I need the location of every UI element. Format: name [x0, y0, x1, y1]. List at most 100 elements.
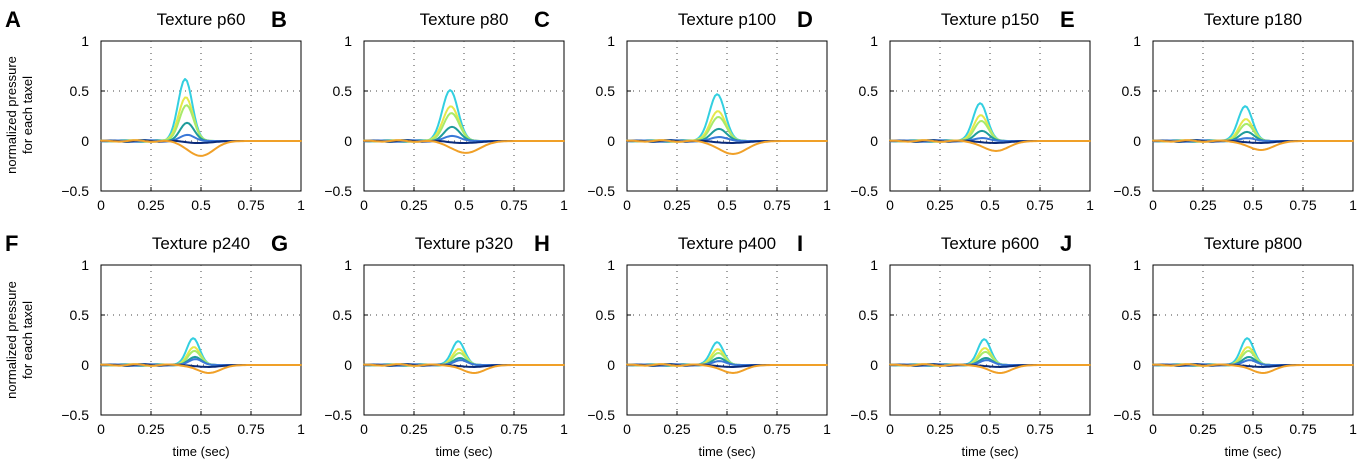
y-tick-label: 1 [607, 257, 615, 273]
plot-area [889, 40, 1091, 192]
series-line-7 [889, 363, 1091, 374]
x-tick-label: 1 [823, 421, 831, 437]
x-axis-label: time (sec) [172, 444, 229, 459]
panel-title: Texture p600 [941, 234, 1039, 253]
panel-b: 0 0.25 0.5 0.75 1 1 0.5 0 −0.5 B Texture p80 [271, 7, 568, 213]
series-line-7 [363, 139, 565, 154]
plot-area [1152, 40, 1354, 192]
y-tick-label: 1 [870, 257, 878, 273]
x-tick-label: 0.75 [237, 421, 264, 437]
panel-title: Texture p150 [941, 10, 1039, 29]
panel-letter: I [797, 231, 803, 256]
x-tick-label: 0 [97, 197, 105, 213]
plot-area [889, 264, 1091, 416]
panel-a: 0 0.25 0.5 0.75 1 1 0.5 0 −0.5 A Texture p60 [5, 7, 305, 213]
x-tick-label: 0.25 [400, 197, 427, 213]
x-tick-label: 0.5 [717, 197, 737, 213]
y-tick-label: 0 [607, 133, 615, 149]
x-tick-label: 0.5 [191, 421, 211, 437]
x-tick-label: 0 [97, 421, 105, 437]
x-axis-label: time (sec) [435, 444, 492, 459]
x-tick-label: 1 [1349, 421, 1357, 437]
x-tick-label: 0.5 [454, 421, 474, 437]
x-tick-label: 0.25 [663, 197, 690, 213]
y-tick-label: 0.5 [1122, 83, 1142, 99]
y-tick-label: −0.5 [1113, 407, 1141, 423]
y-axis-labels: normalized pressure for each taxel norma… [4, 56, 35, 399]
x-tick-label: 1 [297, 197, 305, 213]
y-tick-label: −0.5 [324, 407, 352, 423]
y-tick-label: 0.5 [333, 83, 353, 99]
x-tick-label: 1 [1086, 421, 1094, 437]
y-tick-label: −0.5 [850, 183, 878, 199]
y-axis-label-bottom-line1: normalized pressure [4, 281, 19, 399]
x-tick-label: 0 [360, 421, 368, 437]
y-tick-label: 0.5 [596, 83, 616, 99]
panel-title: Texture p320 [415, 234, 513, 253]
x-tick-label: 0 [1149, 197, 1157, 213]
y-tick-label: 1 [344, 33, 352, 49]
series-line-7 [100, 363, 302, 374]
x-axis-label: time (sec) [961, 444, 1018, 459]
x-tick-label: 0.5 [191, 197, 211, 213]
x-tick-label: 0.75 [500, 197, 527, 213]
series-line-7 [1152, 363, 1354, 374]
panel-letter: C [534, 7, 550, 32]
series-line-7 [363, 363, 565, 374]
y-tick-label: 0 [81, 133, 89, 149]
y-axis-label-bottom-line2: for each taxel [20, 301, 35, 379]
y-tick-label: 0.5 [333, 307, 353, 323]
y-tick-label: 0 [870, 357, 878, 373]
panel-letter: F [5, 231, 18, 256]
x-tick-label: 0.75 [763, 197, 790, 213]
y-tick-label: −0.5 [587, 183, 615, 199]
y-tick-label: 0 [607, 357, 615, 373]
y-tick-label: −0.5 [850, 407, 878, 423]
y-tick-label: −0.5 [587, 407, 615, 423]
y-tick-label: 0.5 [859, 83, 879, 99]
y-tick-label: 0.5 [859, 307, 879, 323]
series-line-7 [1152, 139, 1354, 151]
x-tick-label: 1 [560, 197, 568, 213]
panel-e: 0 0.25 0.5 0.75 1 1 0.5 0 −0.5 E Texture p180 [1060, 7, 1357, 213]
x-tick-label: 0.5 [717, 421, 737, 437]
panel-g: 0 0.25 0.5 0.75 1 1 0.5 0 −0.5 G Texture p320 time … [271, 231, 568, 459]
panel-title: Texture p60 [157, 10, 246, 29]
x-tick-label: 0.5 [980, 421, 1000, 437]
x-tick-label: 0.75 [1289, 421, 1316, 437]
plot-area [1152, 264, 1354, 416]
y-tick-label: 0.5 [1122, 307, 1142, 323]
y-tick-label: 0 [870, 133, 878, 149]
panel-d: 0 0.25 0.5 0.75 1 1 0.5 0 −0.5 D Texture p150 [797, 7, 1094, 213]
series-line-7 [626, 363, 828, 374]
x-tick-label: 0.25 [926, 197, 953, 213]
plot-area [626, 264, 828, 416]
panel-h: 0 0.25 0.5 0.75 1 1 0.5 0 −0.5 H Texture p400 time … [534, 231, 831, 459]
y-tick-label: −0.5 [61, 183, 89, 199]
x-tick-label: 0 [623, 197, 631, 213]
x-tick-label: 0.75 [1289, 197, 1316, 213]
panel-i: 0 0.25 0.5 0.75 1 1 0.5 0 −0.5 I Texture p600 time … [797, 231, 1094, 459]
plot-area [100, 40, 302, 192]
y-tick-label: 1 [81, 257, 89, 273]
plot-area [100, 264, 302, 416]
plot-area [626, 40, 828, 192]
x-tick-label: 0.25 [1189, 421, 1216, 437]
series-line-7 [100, 139, 302, 157]
y-tick-label: 0.5 [70, 83, 90, 99]
panel-letter: B [271, 7, 287, 32]
plot-area [363, 264, 565, 416]
y-tick-label: 0 [81, 357, 89, 373]
y-axis-label-top-line1: normalized pressure [4, 56, 19, 174]
x-tick-label: 0 [886, 197, 894, 213]
panel-f: 0 0.25 0.5 0.75 1 1 0.5 0 −0.5 F Texture p240 time … [5, 231, 305, 459]
panel-c: 0 0.25 0.5 0.75 1 1 0.5 0 −0.5 C Texture p100 [534, 7, 831, 213]
panel-letter: E [1060, 7, 1075, 32]
panel-letter: J [1060, 231, 1072, 256]
panel-letter: D [797, 7, 813, 32]
x-tick-label: 0.25 [926, 421, 953, 437]
x-tick-label: 0.75 [237, 197, 264, 213]
y-tick-label: 0 [344, 133, 352, 149]
y-tick-label: 1 [1133, 257, 1141, 273]
